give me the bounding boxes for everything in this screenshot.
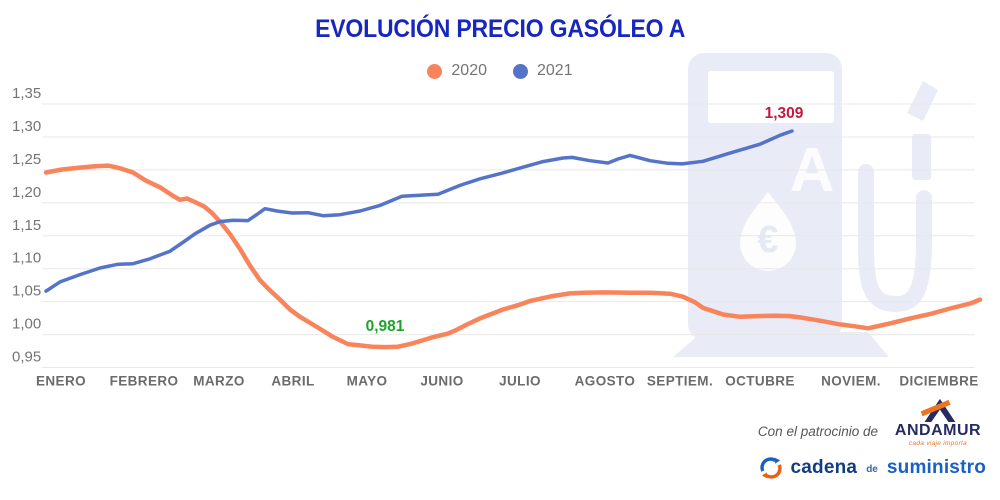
legend-dot-2020 (427, 63, 443, 79)
x-axis-month-label: NOVIEM. (821, 374, 881, 389)
pump-hose (858, 164, 932, 312)
series-line-2020 (43, 163, 983, 350)
pump-screen (708, 71, 834, 123)
andamur-tagline: cada viaje importa (908, 440, 968, 447)
y-axis-label: 1,05 (12, 283, 41, 300)
legend-dot-2021 (513, 63, 528, 79)
euro-symbol: € (757, 219, 778, 261)
y-axis-label: 1,10 (12, 250, 41, 267)
annotation-min-2020: 0,981 (366, 318, 405, 335)
watermark-letter-a: A (790, 136, 835, 205)
x-axis-month-label: AGOSTO (575, 374, 636, 389)
sponsor-lead-text: Con el patrocinio de (757, 424, 878, 439)
nozzle-handle (907, 81, 938, 121)
x-axis-month-label: ENERO (36, 374, 86, 389)
andamur-mark-icon (920, 398, 956, 422)
andamur-name: ANDAMUR (894, 422, 982, 439)
de-word: de (866, 464, 878, 475)
x-axis-month-label: FEBRERO (110, 374, 179, 389)
x-axis-month-label: JULIO (499, 374, 541, 389)
series-line-2021 (44, 129, 794, 293)
suministro-word: suministro (886, 457, 986, 478)
cadena-de-suministro-logo[interactable]: cadena de suministro (758, 455, 986, 481)
circular-arrows-icon (759, 457, 782, 479)
legend-item-2020[interactable]: 2020 (427, 62, 487, 80)
x-axis-month-label: MAYO (347, 374, 388, 389)
nozzle-body (912, 134, 931, 180)
x-axis-month-label: JUNIO (420, 374, 463, 389)
y-axis-label: 1,30 (12, 118, 41, 135)
y-axis-label: 1,15 (12, 217, 41, 234)
andamur-logo[interactable]: ANDAMUR cada viaje importa (888, 397, 988, 447)
euro-drop (740, 192, 796, 271)
chart-legend: 2020 2021 (0, 62, 1000, 80)
x-axis-month-label: SEPTIEM. (647, 374, 713, 389)
x-axis-month-label: DICIEMBRE (899, 374, 978, 389)
y-axis-label: 1,20 (12, 184, 41, 201)
y-axis-label: 1,25 (12, 151, 41, 168)
x-axis-month-label: ABRIL (271, 374, 314, 389)
legend-label-2020: 2020 (451, 62, 487, 79)
x-axis-month-label: OCTUBRE (725, 374, 795, 389)
annotation-latest-2021: 1,309 (765, 105, 804, 122)
y-axis-label: 1,00 (12, 316, 41, 333)
legend-item-2021[interactable]: 2021 (513, 62, 573, 80)
y-axis-label: 0,95 (12, 349, 41, 366)
y-axis-label: 1,35 (12, 85, 41, 102)
page-title-text: EVOLUCIÓN PRECIO GASÓLEO A (314, 15, 686, 43)
x-axis-month-label: MARZO (193, 374, 245, 389)
pump-base (673, 332, 889, 357)
cadena-word: cadena (790, 457, 858, 478)
legend-label-2021: 2021 (537, 62, 573, 79)
page-title: EVOLUCIÓN PRECIO GASÓLEO A (0, 15, 1000, 44)
